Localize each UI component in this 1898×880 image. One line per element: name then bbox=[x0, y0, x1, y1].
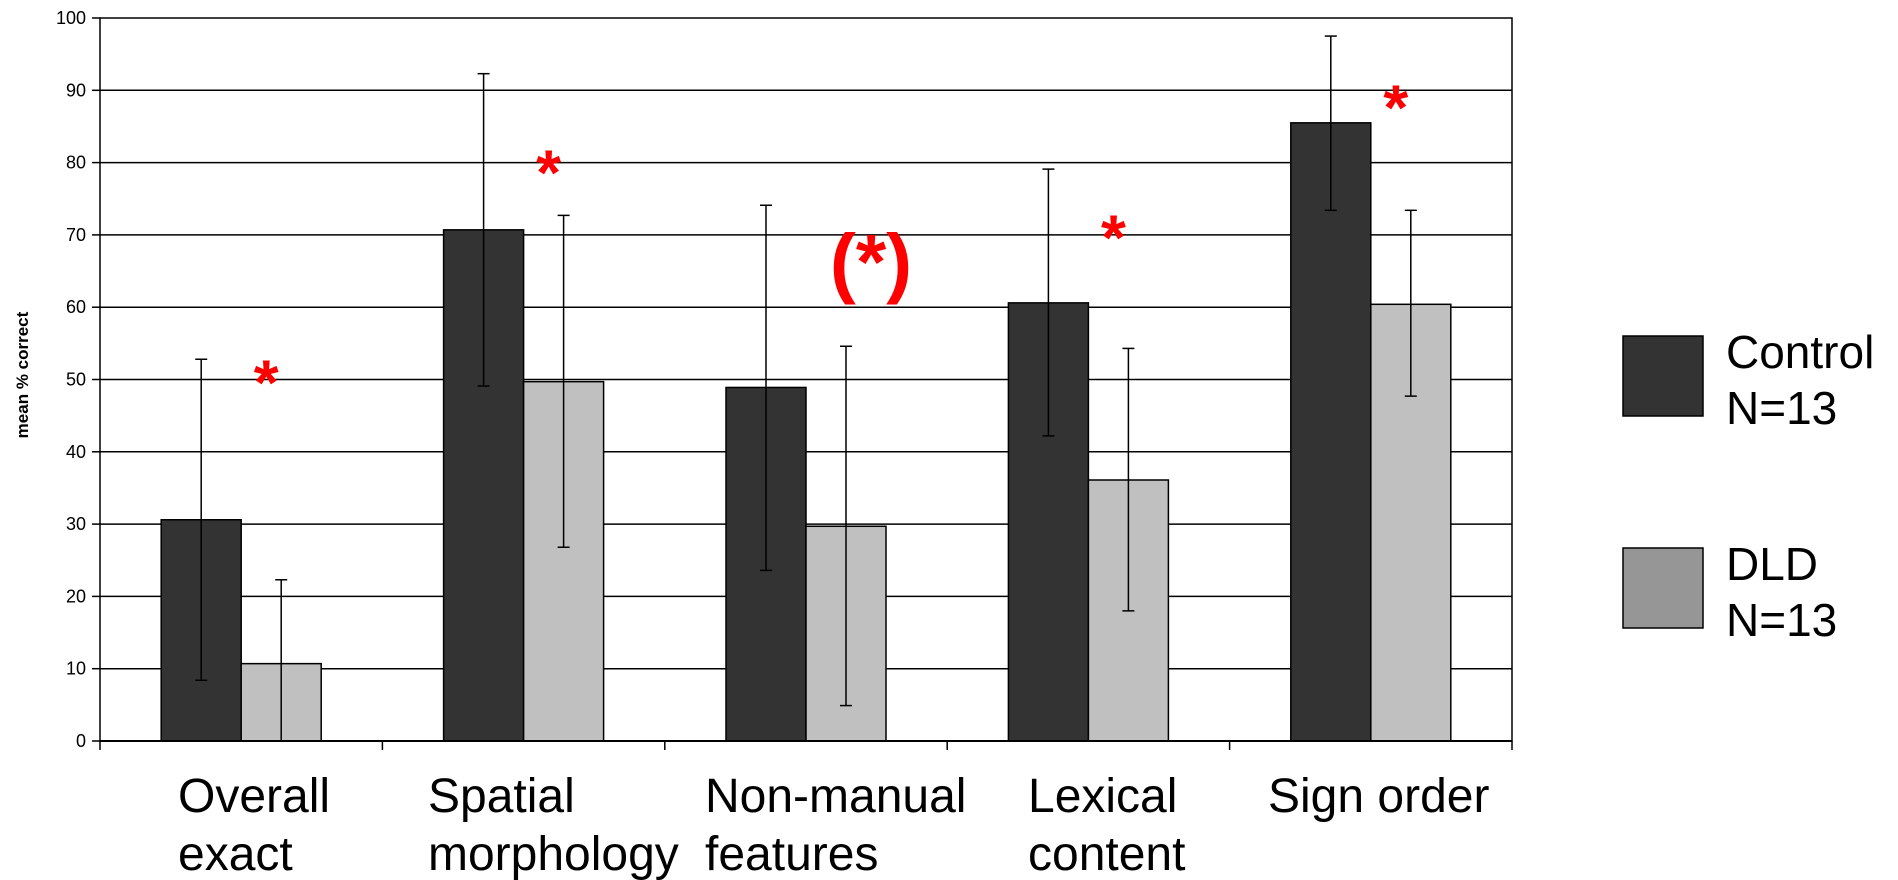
axes bbox=[92, 17, 1513, 750]
error-bars bbox=[195, 35, 1417, 741]
y-tick-label: 10 bbox=[66, 659, 86, 679]
bar-control bbox=[1290, 122, 1372, 742]
significance-marker: (*) bbox=[830, 218, 912, 306]
x-category-label: morphology bbox=[428, 828, 679, 880]
legend-label: Control bbox=[1726, 326, 1874, 378]
x-category-label: exact bbox=[178, 828, 293, 880]
y-tick-labels: 0 10 20 30 40 50 60 70 80 90 100 bbox=[56, 8, 86, 751]
y-tick-label: 90 bbox=[66, 80, 86, 100]
legend-swatch-dld bbox=[1622, 547, 1704, 629]
y-tick-label: 80 bbox=[66, 153, 86, 173]
y-axis-label: mean % correct bbox=[13, 311, 32, 438]
significance-marker: * bbox=[536, 137, 561, 209]
y-tick-label: 20 bbox=[66, 586, 86, 606]
significance-marker: * bbox=[254, 346, 279, 418]
legend-label: DLD bbox=[1726, 538, 1818, 590]
x-category-label: content bbox=[1028, 828, 1185, 880]
x-category-label: features bbox=[705, 828, 878, 880]
x-category-label: Non-manual bbox=[705, 770, 966, 823]
significance-marker: * bbox=[1101, 202, 1126, 274]
legend-swatch-control bbox=[1622, 335, 1704, 417]
y-tick-label: 40 bbox=[66, 442, 86, 462]
bars bbox=[160, 122, 1452, 742]
legend-label: N=13 bbox=[1726, 594, 1837, 646]
x-category-label: Overall bbox=[178, 770, 330, 823]
y-tick-label: 30 bbox=[66, 514, 86, 534]
significance-marker: * bbox=[1383, 72, 1408, 144]
y-tick-label: 60 bbox=[66, 297, 86, 317]
y-tick-label: 70 bbox=[66, 225, 86, 245]
x-category-label: Spatial bbox=[428, 770, 575, 823]
legend-label: N=13 bbox=[1726, 382, 1837, 434]
y-tick-label: 100 bbox=[56, 8, 86, 28]
x-category-label: Lexical bbox=[1028, 770, 1177, 823]
y-tick-label: 50 bbox=[66, 370, 86, 390]
y-tick-label: 0 bbox=[76, 731, 86, 751]
significance-markers: * * (*) * * bbox=[254, 72, 1409, 419]
x-category-label: Sign order bbox=[1268, 770, 1489, 823]
